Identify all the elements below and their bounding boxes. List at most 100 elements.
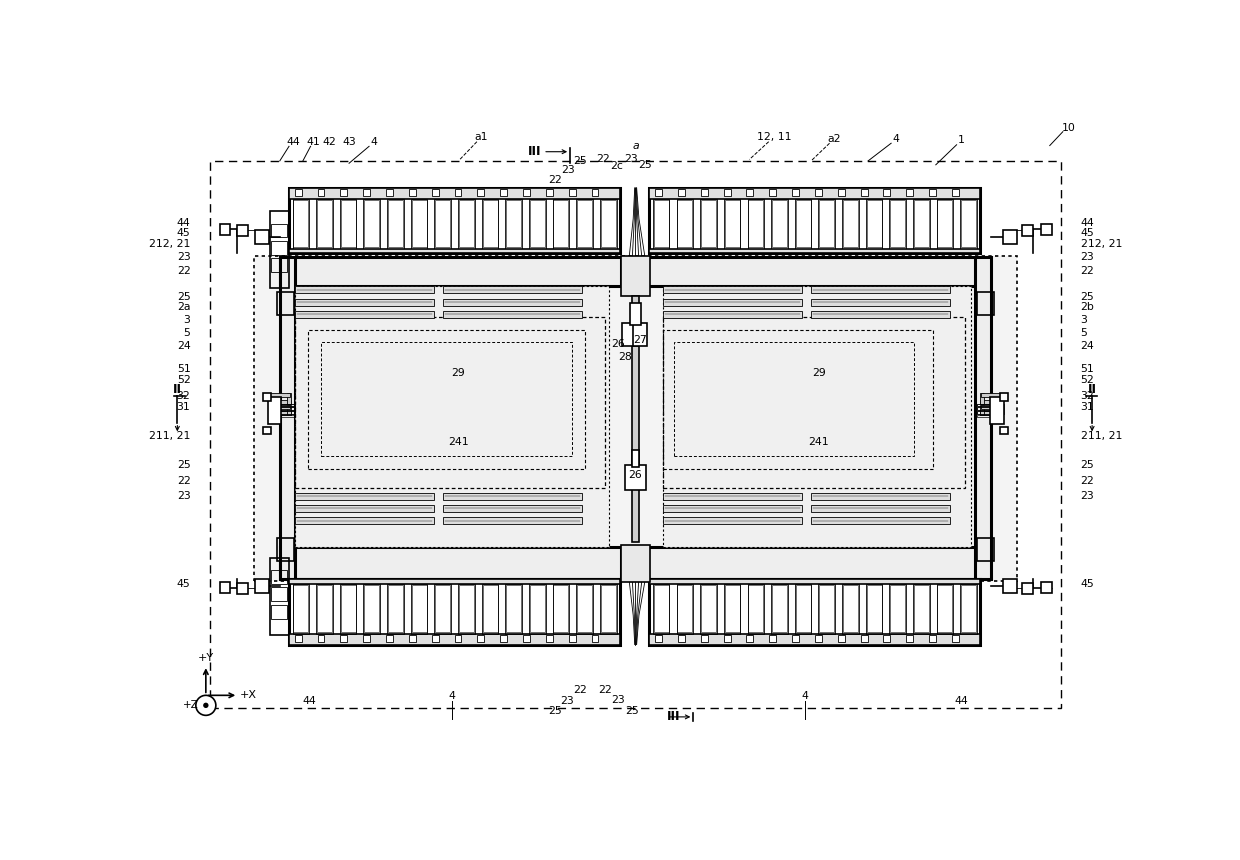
Text: 23: 23 — [176, 491, 191, 501]
Text: 44: 44 — [303, 697, 316, 707]
Bar — [961, 200, 976, 247]
Bar — [289, 634, 620, 644]
Text: 44: 44 — [955, 697, 968, 707]
Bar — [280, 411, 295, 414]
Bar — [773, 200, 787, 247]
Bar — [960, 199, 977, 249]
Bar — [890, 585, 905, 632]
Bar — [288, 394, 291, 403]
Bar — [724, 636, 730, 642]
Text: III: III — [528, 145, 542, 158]
Bar — [838, 636, 844, 642]
Bar — [748, 199, 764, 249]
Bar — [553, 584, 569, 634]
Bar — [412, 200, 427, 247]
Bar — [701, 199, 717, 249]
Bar — [591, 189, 599, 196]
Bar — [268, 394, 290, 397]
Bar — [724, 200, 739, 247]
Bar — [477, 189, 485, 196]
Bar — [500, 636, 507, 642]
Bar — [647, 547, 990, 579]
Text: 212, 21: 212, 21 — [1080, 239, 1122, 249]
Bar — [268, 403, 295, 406]
Bar — [219, 224, 231, 235]
Bar — [914, 585, 929, 632]
Text: 27: 27 — [634, 335, 647, 346]
Text: 22: 22 — [1080, 476, 1095, 486]
Text: 25: 25 — [1080, 292, 1095, 302]
Bar — [309, 330, 585, 469]
Bar — [842, 584, 858, 634]
Bar — [980, 405, 983, 415]
Bar — [663, 330, 932, 469]
Bar — [977, 411, 1003, 414]
Bar — [811, 493, 950, 500]
Bar — [663, 505, 802, 512]
Text: a: a — [632, 140, 639, 150]
Bar — [506, 584, 522, 634]
Bar — [748, 584, 764, 634]
Bar — [434, 584, 451, 634]
Bar — [663, 317, 965, 488]
Bar — [443, 505, 582, 512]
Bar — [937, 585, 952, 632]
Bar — [280, 408, 295, 409]
Bar — [268, 411, 295, 414]
Bar — [818, 584, 835, 634]
Bar — [625, 465, 646, 489]
Bar — [295, 286, 434, 293]
Text: 10: 10 — [1063, 123, 1076, 132]
Bar — [647, 257, 990, 286]
Bar — [748, 585, 764, 632]
Bar — [272, 605, 288, 618]
Text: 23: 23 — [624, 154, 637, 163]
Bar — [977, 292, 993, 315]
Bar — [219, 582, 231, 593]
Text: 23: 23 — [1080, 491, 1095, 501]
Bar — [980, 394, 983, 403]
Bar — [937, 200, 952, 247]
Text: 211, 21: 211, 21 — [149, 431, 191, 441]
Bar — [459, 200, 474, 247]
Circle shape — [203, 703, 208, 708]
Text: 25: 25 — [176, 292, 191, 302]
Bar — [678, 189, 684, 196]
Bar — [272, 224, 288, 237]
Bar — [591, 636, 599, 642]
Bar — [960, 584, 977, 634]
Bar — [270, 557, 289, 635]
Bar — [981, 394, 1003, 397]
Bar — [546, 189, 553, 196]
Text: 31: 31 — [1080, 402, 1095, 412]
Text: 24: 24 — [176, 341, 191, 351]
Bar — [293, 199, 309, 249]
Bar — [455, 189, 461, 196]
Bar — [677, 584, 693, 634]
Text: 25: 25 — [176, 460, 191, 470]
Bar — [792, 636, 799, 642]
Text: 28: 28 — [618, 353, 631, 362]
Text: 22: 22 — [598, 685, 611, 695]
Bar — [577, 585, 593, 632]
Text: 32: 32 — [176, 390, 191, 401]
Bar — [295, 311, 434, 318]
Text: +X: +X — [239, 691, 257, 700]
Text: 44: 44 — [1080, 218, 1095, 228]
Text: 29: 29 — [812, 368, 826, 378]
Text: 45: 45 — [176, 228, 191, 237]
Bar — [677, 585, 692, 632]
Bar — [443, 493, 582, 500]
Bar — [529, 584, 546, 634]
Bar — [838, 189, 844, 196]
Text: 52: 52 — [176, 376, 191, 385]
Bar — [929, 189, 936, 196]
Bar — [553, 585, 568, 632]
Bar — [294, 200, 309, 247]
Bar — [600, 199, 616, 249]
Bar — [701, 189, 708, 196]
Bar — [867, 585, 882, 632]
Bar — [906, 636, 913, 642]
Bar — [975, 257, 991, 579]
Bar — [650, 579, 981, 584]
